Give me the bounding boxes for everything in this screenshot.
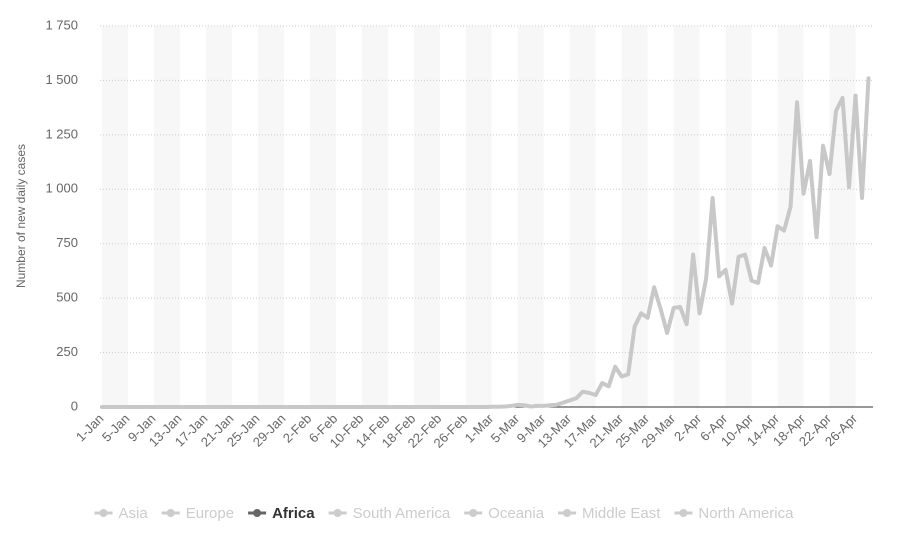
y-tick-label: 1 000 [45,181,78,196]
x-tick-label: 5-Mar [488,410,523,445]
background-band [361,26,388,407]
y-axis-label: Number of new daily cases [14,144,28,288]
legend-item[interactable]: North America [674,505,794,522]
legend-label: North America [698,505,794,522]
legend-label: South America [353,505,451,522]
legend-label: Africa [272,505,315,522]
x-tick-label: 5-Jan [99,411,133,445]
background-band [102,26,128,407]
legend-item[interactable]: Europe [161,505,234,522]
legend: Asia Europe Africa South America Oceania Midd… [94,505,794,522]
background-band [829,26,856,407]
legend-item[interactable]: Africa [248,505,315,522]
legend-item[interactable]: South America [328,505,451,522]
legend-marker [253,509,262,517]
legend-marker [333,509,342,517]
legend-label: Middle East [582,505,661,522]
x-tick-label: 2-Apr [671,410,705,444]
x-tick-label: 1-Mar [462,410,497,445]
background-band [673,26,700,407]
legend-marker [469,509,478,517]
background-band [257,26,284,407]
legend-marker [99,509,108,517]
x-tick-label: 1-Jan [73,411,107,445]
legend-marker [563,509,572,517]
legend-label: Oceania [488,505,545,522]
background-band [725,26,752,407]
background-band [621,26,648,407]
y-tick-label: 500 [56,290,78,305]
background-band [205,26,232,407]
y-tick-label: 1 500 [45,72,78,87]
background-band [517,26,544,407]
y-tick-label: 0 [71,398,78,413]
background-band [153,26,180,407]
legend-marker [166,509,175,517]
series-line [100,76,871,409]
y-tick-label: 1 250 [45,126,78,141]
background-band [413,26,440,407]
y-tick-label: 750 [56,235,78,250]
background-band [465,26,492,407]
y-tick-label: 1 750 [45,17,78,32]
legend-label: Europe [186,505,234,522]
legend-item[interactable]: Middle East [558,505,661,522]
legend-label: Asia [119,505,149,522]
background-band [777,26,804,407]
legend-marker [679,509,688,517]
y-tick-label: 250 [56,344,78,359]
legend-item[interactable]: Asia [94,505,149,522]
x-tick-label: 2-Feb [280,411,315,446]
legend-item[interactable]: Oceania [464,505,545,522]
background-band [569,26,596,407]
background-band [309,26,336,407]
